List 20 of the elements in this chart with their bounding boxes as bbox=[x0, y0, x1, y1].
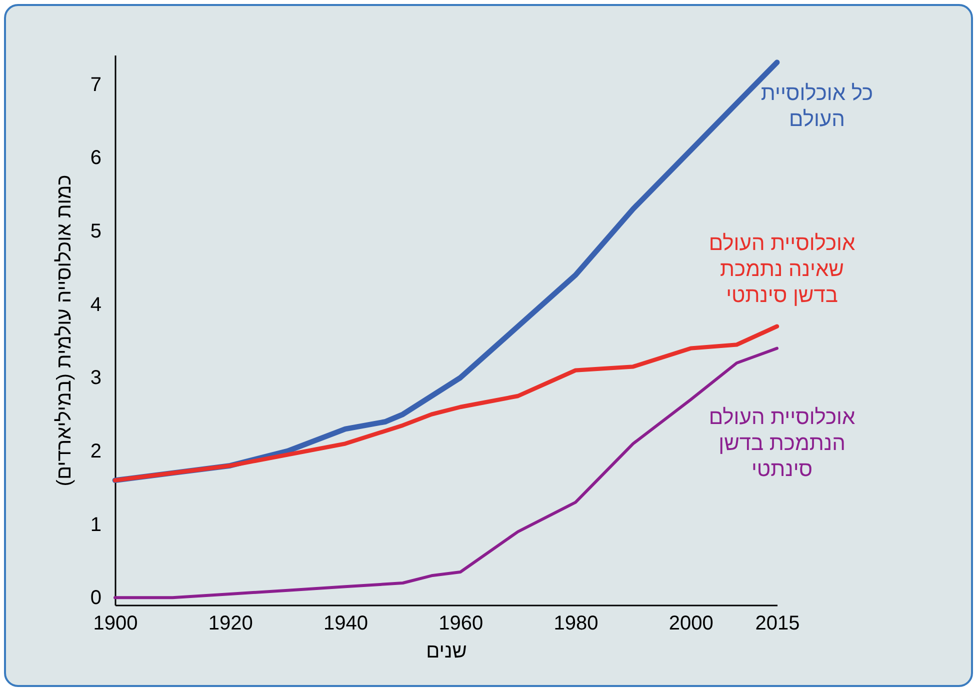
y-axis-title: כמות אוכלוסייה עולמית (במיליארדים) bbox=[53, 174, 76, 486]
x-tick-label: 2000 bbox=[668, 612, 714, 634]
x-tick-label: 1960 bbox=[438, 612, 484, 634]
x-tick-label: 1920 bbox=[208, 612, 253, 634]
x-tick-label: 2015 bbox=[755, 612, 800, 634]
y-tick-label: 1 bbox=[90, 514, 102, 536]
series-label: אוכלוסיית העולם הנתמכת בדשן סינתטי bbox=[708, 406, 856, 481]
x-tick-label: 1900 bbox=[93, 612, 138, 634]
y-tick-label: 5 bbox=[90, 220, 102, 242]
y-tick-label: 6 bbox=[90, 147, 102, 170]
x-tick-label: 1980 bbox=[554, 612, 598, 634]
x-tick-label: 1940 bbox=[324, 612, 368, 634]
x-axis-title: שנים bbox=[426, 640, 467, 662]
series-label: כל אוכלוסיית העולם bbox=[760, 82, 874, 131]
y-tick-label: 4 bbox=[90, 294, 102, 316]
y-tick-label: 2 bbox=[90, 440, 102, 462]
y-tick-label: 7 bbox=[90, 74, 102, 96]
series-label: אוכלוסיית העולם שאינה נתמכת בדשן סינתטי bbox=[708, 232, 856, 307]
y-tick-label: 3 bbox=[90, 367, 102, 390]
y-tick-label: 0 bbox=[90, 587, 102, 610]
